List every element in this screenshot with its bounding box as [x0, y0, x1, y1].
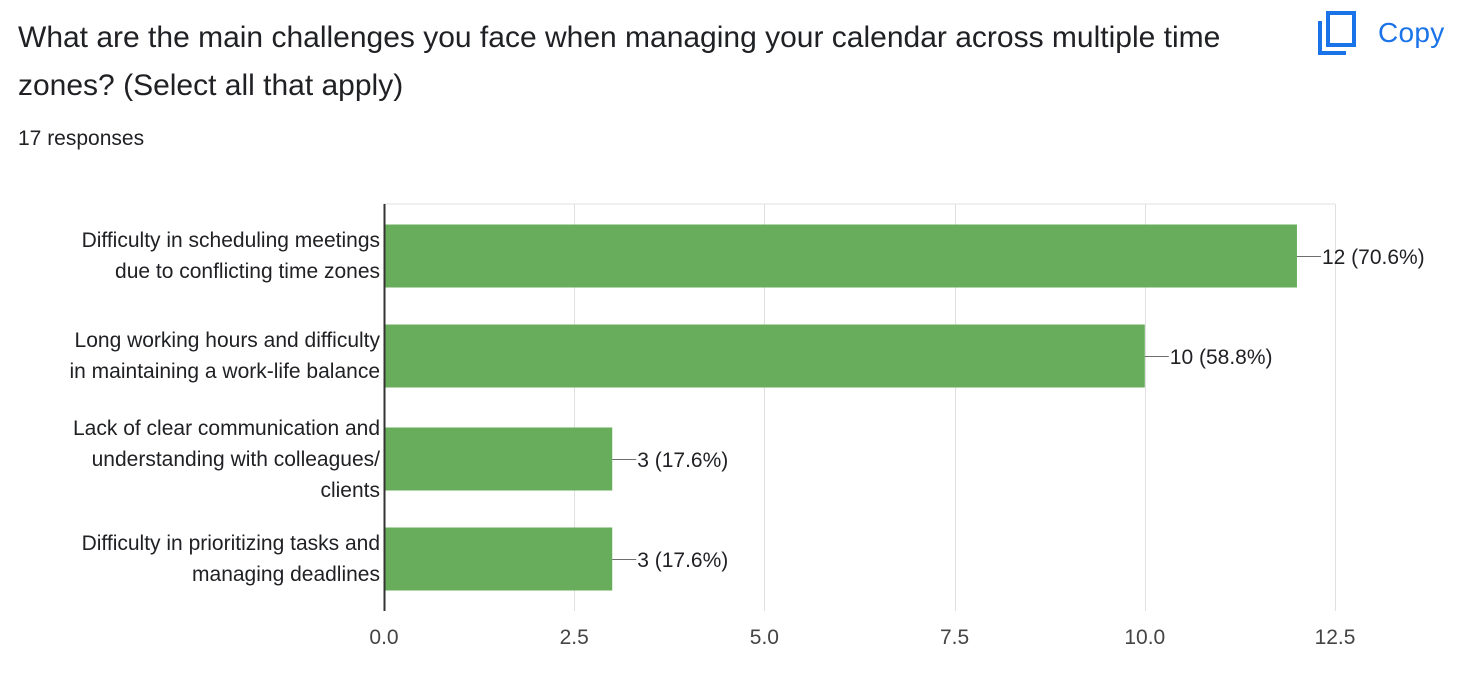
category-label: Long working hours and difficulty in main… [8, 325, 381, 387]
data-label: 3 (17.6%) [637, 549, 728, 572]
bar [384, 427, 613, 491]
x-tick-label: 7.5 [940, 626, 969, 649]
bar [384, 224, 1297, 288]
category-label-line: Difficulty in prioritizing tasks and [81, 532, 380, 555]
x-tick-label: 2.5 [560, 626, 589, 649]
copy-label: Copy [1378, 17, 1445, 48]
category-label-line: due to conflicting time zones [115, 260, 380, 283]
bar [384, 324, 1145, 388]
category-label-line: clients [320, 478, 380, 502]
x-tick-label: 10.0 [1124, 626, 1165, 649]
bar [384, 527, 613, 591]
x-tick-label: 12.5 [1315, 626, 1356, 649]
category-label: Lack of clear communication and understan… [8, 413, 380, 506]
category-label-line: managing deadlines [192, 563, 380, 586]
category-label-line: Difficulty in scheduling meetings [81, 229, 380, 252]
x-tick-label: 0.0 [369, 626, 398, 649]
data-label: 3 (17.6%) [637, 449, 728, 472]
category-label-line: Lack of clear communication and [73, 416, 380, 440]
category-label-line: Long working hours and difficulty [74, 329, 380, 352]
data-label: 12 (70.6%) [1322, 246, 1425, 269]
bar-chart: 12 (70.6%) 10 (58.8%) 3 (17.6%) 3 (17.6%) 0.… [369, 203, 1425, 649]
copy-button[interactable]: Copy [1314, 10, 1445, 56]
x-tick-label: 5.0 [750, 626, 779, 649]
data-label: 10 (58.8%) [1170, 346, 1273, 369]
category-label: Difficulty in prioritizing tasks and mana… [8, 528, 380, 590]
category-label-line: in maintaining a work-life balance [69, 360, 381, 383]
copy-icon [1318, 11, 1356, 55]
question-title: What are the main challenges you face wh… [18, 21, 1221, 102]
response-count: 17 responses [18, 127, 145, 150]
category-label: Difficulty in scheduling meetings due to … [8, 225, 380, 287]
category-label-line: understanding with colleagues/ [91, 447, 380, 471]
